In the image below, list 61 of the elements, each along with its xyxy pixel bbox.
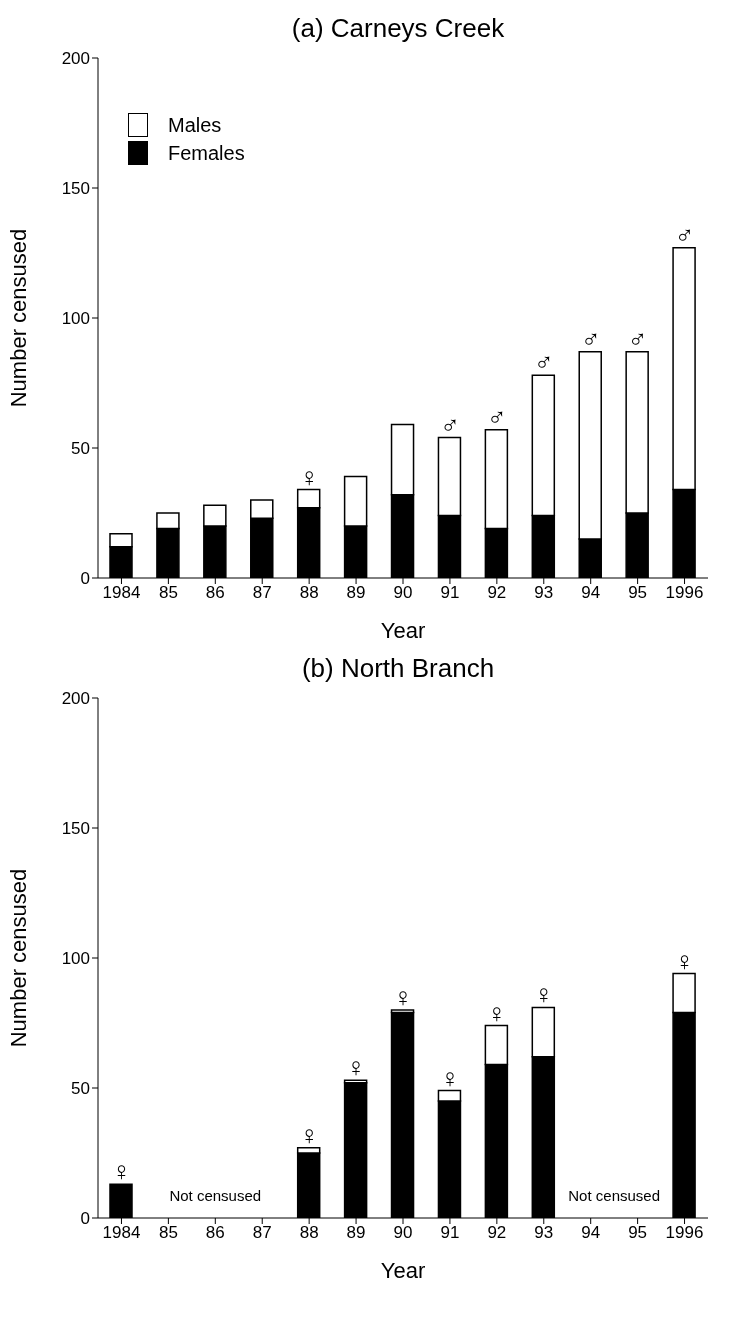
y-axis-title: Number censused [5, 228, 31, 408]
legend-label: Males [168, 113, 222, 137]
annotation: ♀ [393, 982, 413, 1012]
x-tick-label: 90 [393, 583, 413, 603]
annotation: ♀ [299, 461, 319, 492]
x-tick-label: 88 [299, 1223, 319, 1243]
x-tick-label: 95 [628, 1223, 648, 1243]
x-tick-label: 93 [534, 583, 554, 603]
x-tick-label: 93 [534, 1223, 554, 1243]
x-tick-label: 89 [346, 1223, 366, 1243]
x-tick-label: 85 [158, 1223, 178, 1243]
annotation: Not censused [169, 1187, 262, 1204]
x-tick-label: 1984 [102, 1223, 141, 1243]
annotation: ♀ [674, 945, 695, 976]
x-axis-title: Year [380, 1258, 426, 1283]
y-axis-title: Number censused [5, 868, 31, 1048]
annotation: ♀ [487, 997, 507, 1028]
x-tick-label: 1996 [665, 1223, 704, 1243]
y-tick-label: 0 [80, 569, 90, 589]
legend-label: Females [168, 141, 245, 165]
annotation: ♀ [534, 979, 554, 1010]
x-tick-label: 85 [158, 583, 178, 603]
y-tick-label: 200 [61, 49, 90, 69]
annotation: Not censused [568, 1187, 661, 1204]
annotation: ♀ [440, 1062, 460, 1093]
y-tick-label: 200 [61, 689, 90, 709]
x-tick-label: 90 [393, 1223, 413, 1243]
annotation: ♂ [534, 347, 554, 378]
x-tick-label: 92 [487, 1223, 507, 1243]
x-tick-label: 89 [346, 583, 366, 603]
y-tick-label: 100 [61, 309, 90, 329]
y-tick-label: 150 [61, 819, 90, 839]
x-tick-label: 86 [205, 583, 225, 603]
annotation: ♀ [111, 1156, 132, 1187]
x-tick-label: 94 [581, 583, 601, 603]
annotation: ♂ [440, 409, 460, 440]
y-tick-label: 50 [71, 1079, 90, 1099]
annotation: ♂ [627, 323, 648, 354]
chart-title: (a) Carneys Creek [290, 12, 506, 45]
x-tick-label: 94 [581, 1223, 601, 1243]
y-tick-label: 100 [61, 949, 90, 969]
x-tick-label: 87 [252, 1223, 272, 1243]
x-axis-title: Year [380, 618, 426, 643]
annotation: ♂ [487, 401, 507, 432]
x-tick-label: 1984 [102, 583, 141, 603]
x-tick-label: 91 [440, 583, 460, 603]
annotation: ♂ [674, 219, 695, 250]
annotation: ♀ [346, 1052, 366, 1083]
x-tick-label: 92 [487, 583, 507, 603]
y-tick-label: 0 [80, 1209, 90, 1229]
x-tick-label: 86 [205, 1223, 225, 1243]
annotation: ♀ [299, 1119, 319, 1150]
y-tick-label: 150 [61, 179, 90, 199]
annotation: ♂ [580, 323, 601, 354]
x-tick-label: 95 [628, 583, 648, 603]
chart-title: (b) North Branch [300, 652, 496, 685]
y-tick-label: 50 [71, 439, 90, 459]
x-tick-label: 88 [299, 583, 319, 603]
x-tick-label: 1996 [665, 583, 704, 603]
x-tick-label: 91 [440, 1223, 460, 1243]
x-tick-label: 87 [252, 583, 272, 603]
